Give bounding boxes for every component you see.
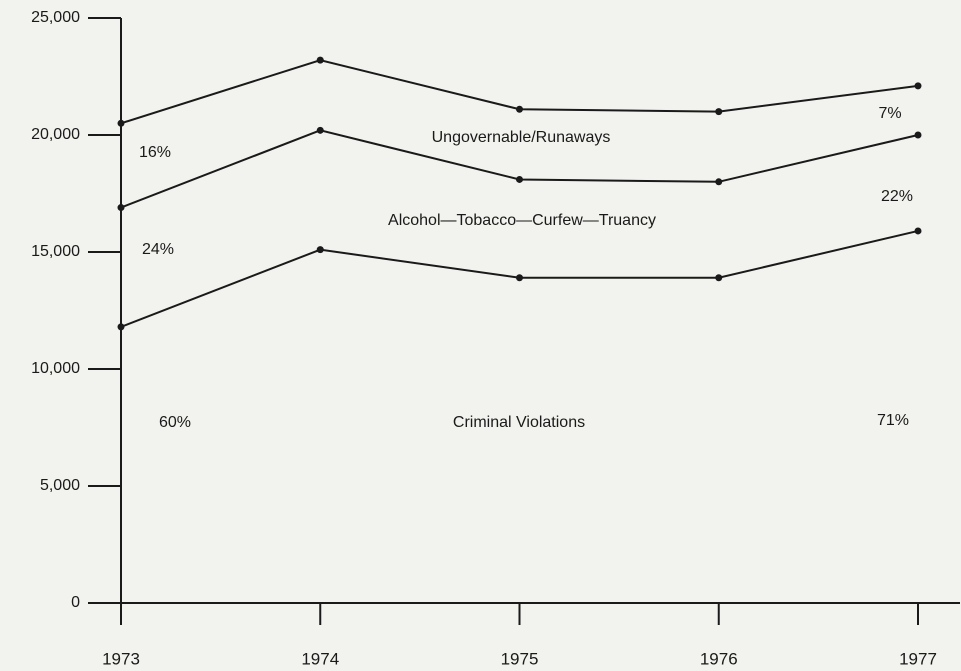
x-tick-label: 1974 [301, 649, 339, 668]
x-tick-label: 1975 [501, 649, 539, 668]
x-tick-label: 1977 [899, 649, 937, 668]
y-tick-label: 5,000 [40, 477, 80, 494]
annotation: 22% [881, 188, 913, 205]
y-tick-label: 0 [71, 594, 80, 611]
series-point [316, 56, 324, 64]
y-tick-label: 10,000 [31, 360, 80, 377]
annotation: 24% [142, 241, 174, 258]
series-point [117, 119, 125, 127]
y-tick-label: 25,000 [31, 9, 80, 26]
x-tick-label: 1973 [102, 649, 140, 668]
series-point [914, 131, 922, 139]
annotation: 71% [877, 412, 909, 429]
region-label: Alcohol—Tobacco—Curfew—Truancy [388, 212, 656, 229]
series-point [117, 323, 125, 331]
series-point [715, 178, 723, 186]
annotation: 7% [878, 105, 901, 122]
series-point [117, 204, 125, 212]
y-tick-label: 15,000 [31, 243, 80, 260]
series-line [120, 59, 919, 125]
series-point [715, 274, 723, 282]
annotation: 16% [139, 144, 171, 161]
region-label: Ungovernable/Runaways [432, 129, 611, 146]
x-tick-label: 1976 [700, 649, 738, 668]
series-point [516, 105, 523, 113]
series-point [715, 108, 723, 116]
series-point [516, 274, 523, 282]
series-point [914, 227, 922, 235]
series-point [914, 82, 922, 90]
annotation: 60% [159, 414, 191, 431]
series-point [516, 175, 523, 183]
series-point [316, 246, 324, 254]
y-tick-label: 20,000 [31, 126, 80, 143]
series-point [316, 126, 324, 134]
region-label: Criminal Violations [453, 414, 585, 431]
